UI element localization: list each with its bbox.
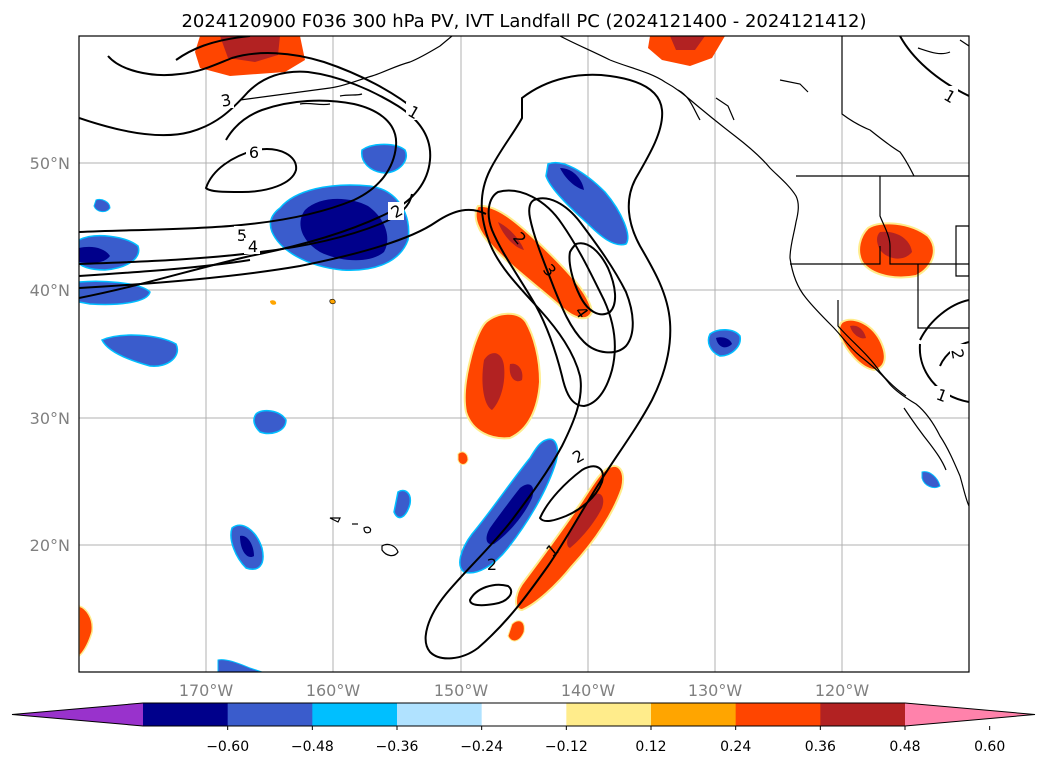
lat-label-40n: 40°N	[30, 281, 70, 300]
colorbar-swatch	[312, 703, 398, 726]
colorbar-swatch	[227, 703, 313, 726]
colorbar-swatch	[397, 703, 483, 726]
lon-label-150w: 150°W	[434, 681, 489, 700]
colorbar: −0.60 −0.48 −0.36 −0.24 −0.12 0.12 0.24 0.36 0.4…	[11, 702, 1036, 755]
ivt-contours	[79, 36, 969, 660]
borders	[790, 36, 969, 397]
colorbar-tick-label: −0.12	[545, 739, 588, 755]
colorbar-tick-label: 0.12	[635, 739, 666, 755]
colorbar-tick-label: −0.36	[376, 739, 419, 755]
colorbar-tick-label: 0.60	[974, 739, 1005, 755]
map-panel: 3 1 6 5 4 2 2 3 4 2 1 2 1	[78, 35, 970, 673]
colorbar-swatch	[651, 703, 737, 726]
colorbar-tick-label: −0.48	[291, 739, 334, 755]
colorbar-tick-label: 0.24	[720, 739, 751, 755]
colorbar-swatch	[481, 703, 567, 726]
lat-label-20n: 20°N	[30, 536, 70, 555]
contour-label-2d: 2	[487, 555, 497, 574]
colorbar-tick-label: −0.24	[460, 739, 503, 755]
lon-label-140w: 140°W	[561, 681, 616, 700]
lon-label-130w: 130°W	[688, 681, 743, 700]
contour-label-6: 6	[249, 143, 259, 162]
contour-labels: 3 1 6 5 4 2 2 3 4 2 1 2 1	[218, 86, 968, 574]
lon-label-160w: 160°W	[306, 681, 361, 700]
map-title: 2024120900 F036 300 hPa PV, IVT Landfall…	[181, 11, 866, 32]
colorbar-tick-label: 0.48	[889, 739, 920, 755]
contour-label-3: 3	[219, 90, 232, 110]
pv-shading	[79, 36, 941, 672]
contour-label-5: 5	[237, 226, 247, 245]
colorbar-tick-label: 0.36	[805, 739, 836, 755]
colorbar-swatch	[566, 703, 652, 726]
lat-labels: 50°N 40°N 30°N 20°N	[30, 154, 70, 555]
contour-label-2e: 2	[947, 347, 967, 360]
lon-labels: 170°W 160°W 150°W 140°W 130°W 120°W	[179, 681, 870, 700]
colorbar-extend-low	[12, 703, 143, 726]
lat-label-30n: 30°N	[30, 409, 70, 428]
contour-label-4: 4	[248, 237, 258, 256]
lat-label-50n: 50°N	[30, 154, 70, 173]
colorbar-outline	[11, 702, 1036, 727]
colorbar-swatch	[820, 703, 906, 726]
coastlines	[239, 36, 969, 557]
map-frame	[78, 35, 970, 673]
colorbar-swatch	[735, 703, 821, 726]
lon-label-120w: 120°W	[815, 681, 870, 700]
lon-label-170w: 170°W	[179, 681, 234, 700]
colorbar-tick-label: −0.60	[206, 739, 249, 755]
colorbar-swatch	[143, 703, 229, 726]
colorbar-extend-high	[905, 703, 1035, 726]
